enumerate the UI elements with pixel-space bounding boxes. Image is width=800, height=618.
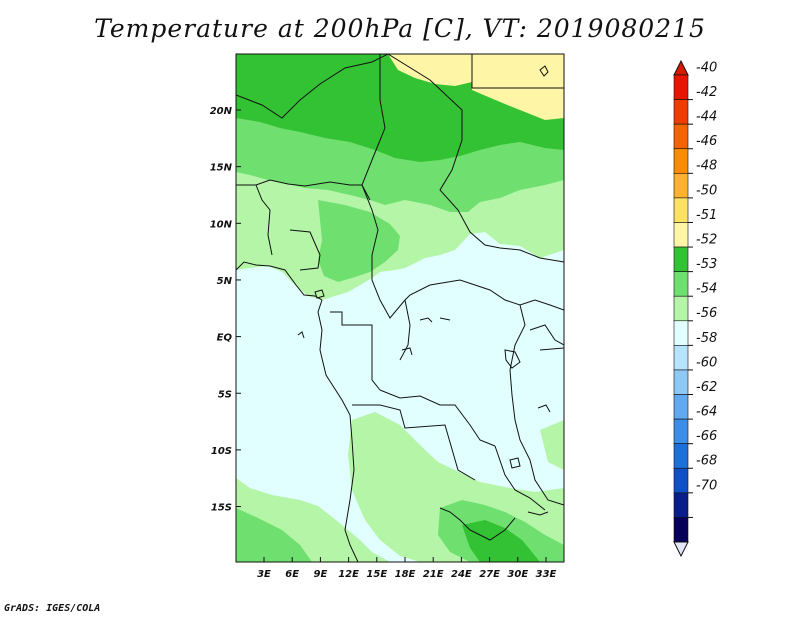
chart-title: Temperature at 200hPa [C], VT: 201908021… bbox=[94, 14, 706, 43]
colorbar-swatch bbox=[673, 345, 689, 371]
lon-label: 18E bbox=[395, 569, 416, 580]
colorbar-swatch bbox=[673, 246, 689, 272]
colorbar-top-arrow bbox=[673, 59, 689, 76]
lon-label: 15E bbox=[366, 569, 387, 580]
colorbar-swatch bbox=[673, 197, 689, 223]
colorbar-swatch bbox=[673, 369, 689, 395]
country-borders bbox=[236, 54, 564, 562]
colorbar-label: -46 bbox=[696, 134, 717, 149]
lon-label: 6E bbox=[285, 569, 299, 580]
colorbar-label: -42 bbox=[696, 85, 717, 100]
lat-label: 5N bbox=[217, 276, 233, 287]
lat-label: 15S bbox=[211, 503, 232, 514]
coastline-details bbox=[297, 65, 551, 516]
map-frame bbox=[235, 53, 565, 563]
colorbar-label: -66 bbox=[696, 429, 717, 444]
colorbar-label: -60 bbox=[696, 355, 717, 370]
lon-label: 33E bbox=[536, 569, 557, 580]
latitude-axis: 20N 15N 10N 5N EQ 5S 10S 15S bbox=[210, 106, 241, 514]
colorbar-bottom-arrow bbox=[673, 541, 689, 558]
lon-label: 27E bbox=[479, 569, 500, 580]
colorbar-label: -51 bbox=[696, 208, 717, 223]
colorbar-swatch bbox=[673, 492, 689, 518]
colorbar-swatch bbox=[673, 394, 689, 420]
colorbar-swatch bbox=[673, 443, 689, 469]
colorbar-swatch bbox=[673, 74, 689, 100]
colorbar-swatch bbox=[673, 123, 689, 150]
lon-label: 3E bbox=[257, 569, 271, 580]
colorbar-label: -40 bbox=[696, 60, 717, 75]
colorbar-swatch bbox=[673, 295, 689, 322]
lat-label: 5S bbox=[218, 389, 232, 400]
colorbar-swatch bbox=[673, 222, 689, 248]
pale-yellow-north-central-region bbox=[388, 54, 472, 86]
colorbar-label: -53 bbox=[696, 257, 717, 272]
lon-label: 9E bbox=[314, 569, 328, 580]
colorbar-label: -52 bbox=[696, 232, 717, 247]
colorbar-swatch bbox=[673, 467, 689, 494]
colorbar-label: -68 bbox=[696, 454, 717, 469]
lat-label: 10S bbox=[211, 446, 232, 457]
colorbar-swatch bbox=[673, 148, 689, 174]
light-green-southeast-strip bbox=[540, 420, 564, 470]
lat-label: 10N bbox=[210, 219, 233, 230]
longitude-axis: 3E 6E 9E 12E 15E 18E 21E 24E 27E 30E 33E bbox=[257, 557, 557, 580]
lat-label: EQ bbox=[217, 333, 233, 344]
mid-green-central-region bbox=[318, 200, 400, 282]
map-area bbox=[236, 54, 564, 562]
colorbar-swatch bbox=[673, 271, 689, 297]
colorbar-label: -56 bbox=[696, 306, 717, 321]
lon-label: 12E bbox=[338, 569, 359, 580]
mid-green-southwest-region bbox=[236, 508, 312, 562]
grads-credit: GrADS: IGES/COLA bbox=[4, 603, 101, 614]
lon-label: 30E bbox=[507, 569, 528, 580]
colorbar-swatch bbox=[673, 418, 689, 444]
colorbar-label: -54 bbox=[696, 282, 717, 297]
colorbar-swatch bbox=[673, 320, 689, 346]
lon-label: 21E bbox=[423, 569, 444, 580]
colorbar-label: -44 bbox=[696, 110, 717, 125]
lat-label: 15N bbox=[210, 163, 233, 174]
colorbar-label: -58 bbox=[696, 331, 717, 346]
colorbar-label: -48 bbox=[696, 159, 717, 174]
colorbar-label: -64 bbox=[696, 405, 717, 420]
colorbar-label: -70 bbox=[696, 478, 717, 493]
lat-label: 20N bbox=[210, 106, 233, 117]
colorbar-label: -62 bbox=[696, 380, 717, 395]
colorbar-swatch bbox=[673, 517, 689, 543]
colorbar: -40 -42 -44 -46 -48 -50 -51 -52 -53 -54 -56 -58 -60 -… bbox=[673, 59, 717, 558]
lon-label: 24E bbox=[451, 569, 472, 580]
dark-green-south-region bbox=[462, 520, 540, 562]
colorbar-swatch bbox=[673, 99, 689, 125]
colorbar-swatch bbox=[673, 173, 689, 199]
colorbar-label: -50 bbox=[696, 183, 717, 198]
